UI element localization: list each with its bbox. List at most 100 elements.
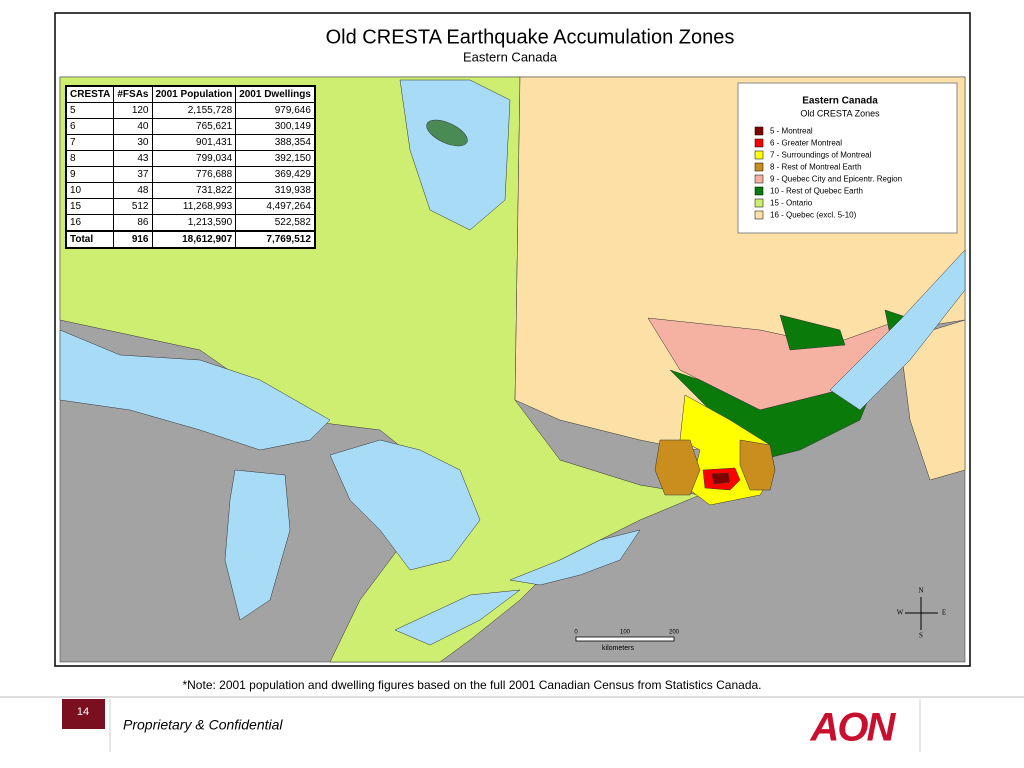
st-lawrence xyxy=(829,249,966,411)
rest-quebec-zone xyxy=(779,314,846,351)
scale-unit: kilometers xyxy=(602,645,634,652)
table-cell: 799,034 xyxy=(151,150,237,167)
compass-n: N xyxy=(918,587,923,595)
table-cell: 776,688 xyxy=(151,166,237,183)
table-row: 8 43 799,034 392,150 xyxy=(65,150,316,167)
table-cell: 901,431 xyxy=(151,134,237,151)
table-cell: 2,155,728 xyxy=(151,102,237,119)
hudson-james-bay xyxy=(399,79,511,231)
table-row: 16 86 1,213,590 522,582 xyxy=(65,214,316,232)
table-cell: 40 xyxy=(113,118,153,135)
lake-huron xyxy=(329,439,481,571)
legend-label: 9 - Quebec City and Epicentr. Region xyxy=(770,175,902,184)
table-cell: 979,646 xyxy=(235,102,316,119)
table-cell: 43 xyxy=(113,150,153,167)
quebec-zone xyxy=(899,319,966,481)
legend-label: 16 - Quebec (excl. 5-10) xyxy=(770,211,857,220)
scale-tick-label: 100 xyxy=(620,630,631,636)
legend-label: 10 - Rest of Quebec Earth xyxy=(770,187,863,196)
table-cell: 319,938 xyxy=(235,182,316,199)
table-cell: 5 xyxy=(65,102,115,119)
montreal-zone xyxy=(711,472,731,485)
table-cell: 37 xyxy=(113,166,153,183)
table-cell: 388,354 xyxy=(235,134,316,151)
table-cell: 4,497,264 xyxy=(235,198,316,215)
legend-swatch xyxy=(754,198,764,208)
table-cell: 369,429 xyxy=(235,166,316,183)
legend-items: 5 - Montreal 6 - Greater Montreal 7 - Surr… xyxy=(754,126,902,220)
table-cell: 120 xyxy=(113,102,153,119)
legend-label: 5 - Montreal xyxy=(770,127,813,136)
legend-label: 8 - Rest of Montreal Earth xyxy=(770,163,862,172)
aon-logo: AON xyxy=(810,706,897,750)
page-number: 14 xyxy=(77,706,89,718)
table-cell: 522,582 xyxy=(235,214,316,232)
legend-swatch xyxy=(754,174,764,184)
table-cell: 9 xyxy=(65,166,115,183)
legend-box xyxy=(737,82,958,234)
table-cell: 2001 Dwellings xyxy=(235,85,316,103)
table-row: Total 916 18,612,907 7,769,512 xyxy=(65,230,316,249)
map-subtitle: Eastern Canada xyxy=(463,49,558,64)
legend-swatch xyxy=(754,162,764,172)
table-cell: 1,213,590 xyxy=(151,214,237,232)
table-row: 9 37 776,688 369,429 xyxy=(65,166,316,183)
map-title: Old CRESTA Earthquake Accumulation Zones xyxy=(326,26,735,48)
scale-bar: 0 100 200 kilometers xyxy=(574,630,679,652)
table-cell: 300,149 xyxy=(235,118,316,135)
cresta-table: CRESTA #FSAs 2001 Population 2001 Dwellings… xyxy=(65,85,316,249)
table-cell: CRESTA xyxy=(65,85,115,103)
water xyxy=(59,79,966,646)
compass-s: S xyxy=(919,632,923,640)
legend-label: 6 - Greater Montreal xyxy=(770,139,842,148)
table-cell: 7 xyxy=(65,134,115,151)
table-cell: 392,150 xyxy=(235,150,316,167)
compass-w: W xyxy=(897,609,904,617)
table-row: 15 512 11,268,993 4,497,264 xyxy=(65,198,316,215)
page-box xyxy=(62,699,105,729)
lake-ontario xyxy=(509,529,641,586)
table-cell: 15 xyxy=(65,198,115,215)
table-cell: 7,769,512 xyxy=(235,230,316,249)
table-row: 10 48 731,822 319,938 xyxy=(65,182,316,199)
legend-label: 7 - Surroundings of Montreal xyxy=(770,151,872,160)
scale-tick-label: 200 xyxy=(669,630,680,636)
lake-erie xyxy=(394,589,521,646)
legend-swatch xyxy=(754,210,764,220)
lake-superior xyxy=(59,329,331,451)
table-cell: 8 xyxy=(65,150,115,167)
compass-e: E xyxy=(942,609,946,617)
table-cell: 6 xyxy=(65,118,115,135)
table-cell: 765,621 xyxy=(151,118,237,135)
table-cell: 48 xyxy=(113,182,153,199)
note: *Note: 2001 population and dwelling figu… xyxy=(182,678,761,692)
compass: N S W E xyxy=(897,587,946,640)
table-cell: 731,822 xyxy=(151,182,237,199)
legend-title: Eastern Canada xyxy=(802,96,878,107)
legend-swatch xyxy=(754,186,764,196)
table-cell: 2001 Population xyxy=(151,85,237,103)
table-cell: 86 xyxy=(113,214,153,232)
table-cell: #FSAs xyxy=(113,85,153,103)
lake-island xyxy=(426,119,468,147)
footer-text: Proprietary & Confidential xyxy=(123,717,283,733)
legend-label: 15 - Ontario xyxy=(770,199,813,208)
rest-montreal-zone xyxy=(654,439,701,496)
legend-swatch xyxy=(754,138,764,148)
table-cell: Total xyxy=(65,230,115,249)
table-cell: 10 xyxy=(65,182,115,199)
scale-tick-label: 0 xyxy=(574,630,578,636)
legend-swatch xyxy=(754,126,764,136)
table-row: 7 30 901,431 388,354 xyxy=(65,134,316,151)
table-cell: 16 xyxy=(65,214,115,232)
lake-michigan xyxy=(224,469,291,621)
table-row: 6 40 765,621 300,149 xyxy=(65,118,316,135)
table-cell: 916 xyxy=(113,230,153,249)
table-cell: 30 xyxy=(113,134,153,151)
rest-montreal-zone xyxy=(739,439,776,491)
table-row: 5 120 2,155,728 979,646 xyxy=(65,102,316,119)
table-cell: 18,612,907 xyxy=(151,230,237,249)
legend-swatch xyxy=(754,150,764,160)
table-row: CRESTA #FSAs 2001 Population 2001 Dwellings xyxy=(65,85,316,103)
